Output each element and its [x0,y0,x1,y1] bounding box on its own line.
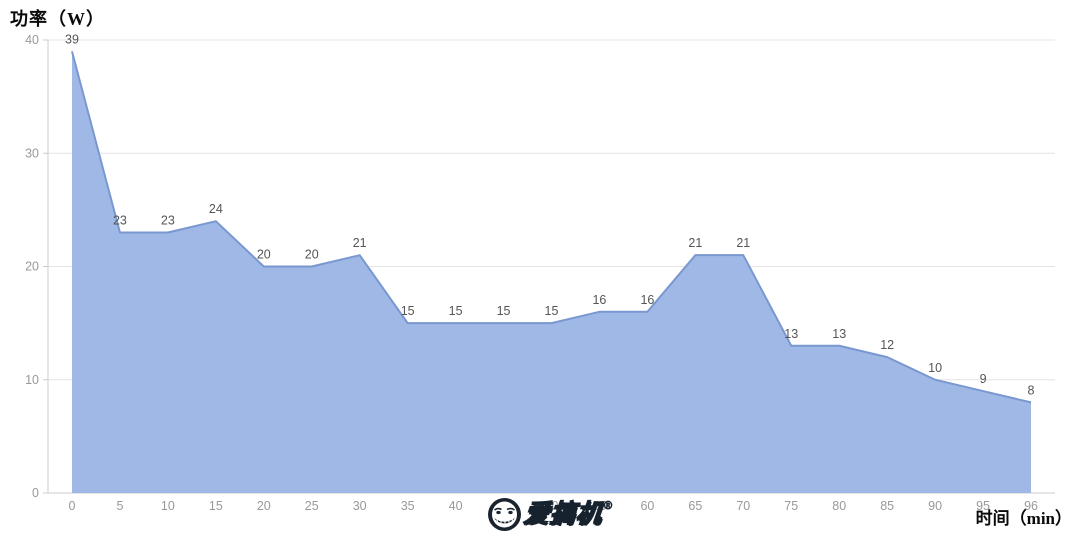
x-tick-label: 60 [640,499,654,513]
data-label: 20 [305,248,319,262]
x-tick-label: 15 [209,499,223,513]
x-tick-label: 65 [688,499,702,513]
x-tick-label: 96 [1024,499,1038,513]
area-fill [71,51,1032,493]
data-label: 13 [784,327,798,341]
data-label: 24 [209,202,223,216]
y-tick-label: 20 [25,260,39,274]
troll-face-icon [488,497,521,531]
x-tick-label: 75 [784,499,798,513]
x-tick-label: 35 [401,499,415,513]
data-label: 21 [353,236,367,250]
data-label: 21 [688,236,702,250]
watermark-logo: 爱搞机 ® [487,495,613,533]
x-tick-label: 90 [928,499,942,513]
x-tick-label: 70 [736,499,750,513]
x-tick-label: 10 [161,499,175,513]
y-tick-label: 10 [25,373,39,387]
data-label: 39 [65,32,79,46]
data-label: 8 [1028,383,1035,397]
y-tick-label: 40 [25,33,39,47]
x-tick-label: 20 [257,499,271,513]
data-label: 12 [880,338,894,352]
y-axis-title: 功率（W） [10,9,105,29]
x-tick-label: 0 [68,499,75,513]
x-tick-label: 85 [880,499,894,513]
y-tick-label: 0 [32,486,39,500]
data-label: 16 [640,293,654,307]
x-tick-label: 5 [116,499,123,513]
data-label: 15 [545,304,559,318]
data-label: 23 [161,214,175,228]
data-label: 16 [592,293,606,307]
data-label: 15 [497,304,511,318]
data-label: 15 [449,304,463,318]
data-label: 20 [257,248,271,262]
x-tick-label: 50 [545,499,559,513]
registered-trademark-icon: ® [604,500,613,512]
data-label: 21 [736,236,750,250]
y-tick-label: 30 [25,146,39,160]
data-label: 15 [401,304,415,318]
watermark-text: 爱搞机 [522,499,604,528]
x-tick-label: 30 [353,499,367,513]
x-tick-label: 55 [592,499,606,513]
x-tick-label: 80 [832,499,846,513]
x-tick-label: 40 [449,499,463,513]
data-label: 10 [928,361,942,375]
area-line [71,51,1032,404]
data-label: 23 [113,214,127,228]
data-label: 9 [980,372,987,386]
data-label: 13 [832,327,846,341]
x-tick-label: 25 [305,499,319,513]
x-tick-label: 95 [976,499,990,513]
x-axis-title: 时间（min） [975,509,1072,528]
